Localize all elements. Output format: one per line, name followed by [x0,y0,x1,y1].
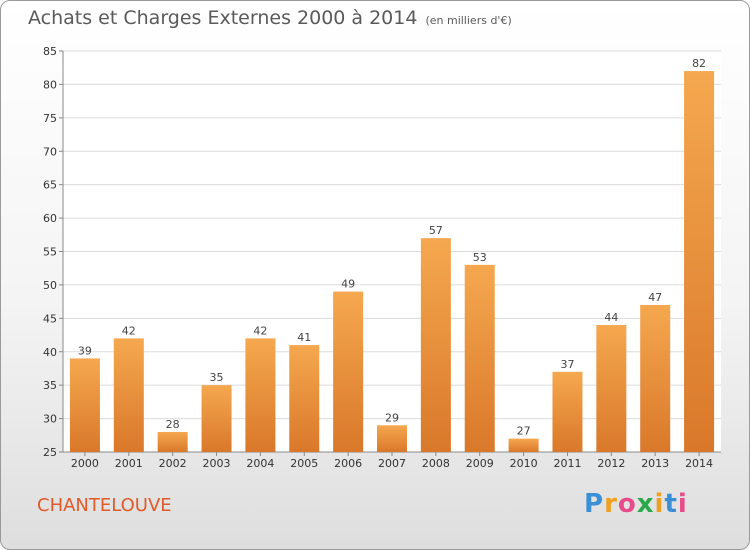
chart-unit: (en milliers d'€) [425,14,512,27]
bar [377,425,407,452]
x-tick-label: 2004 [246,457,274,470]
city-name: CHANTELOUVE [37,495,172,516]
x-tick-label: 2009 [466,457,494,470]
y-tick-label: 45 [43,312,57,325]
y-tick-label: 55 [43,246,57,259]
bar [245,338,276,452]
bar-value-label: 47 [648,291,662,304]
chart-title-block: Achats et Charges Externes 2000 à 2014 (e… [28,7,512,29]
bar [289,345,320,452]
bar-value-label: 28 [166,418,180,431]
x-tick-label: 2014 [685,457,713,470]
logo-letter: P [584,489,605,519]
y-tick-label: 50 [43,279,57,292]
bar [333,291,364,452]
x-tick-label: 2013 [641,457,669,470]
logo-letter: i [654,489,665,519]
bar [113,338,144,452]
x-tick-label: 2006 [334,457,362,470]
bar-value-label: 49 [341,278,355,291]
x-tick-label: 2003 [203,457,231,470]
bar-value-label: 42 [122,324,136,337]
bar [69,358,100,452]
logo-letter: t [664,489,678,519]
bar-value-label: 27 [517,425,531,438]
logo-letter: x [636,489,655,519]
x-tick-label: 2002 [159,457,187,470]
y-tick-label: 75 [43,112,57,125]
bar [552,371,583,452]
y-tick-label: 35 [43,379,57,392]
bar-value-label: 37 [560,358,574,371]
bar-value-label: 82 [692,57,706,70]
x-tick-label: 2008 [422,457,450,470]
bar [420,238,451,452]
x-tick-label: 2012 [597,457,625,470]
bar-value-label: 44 [604,311,618,324]
logo-letter: r [604,489,618,519]
x-tick-label: 2000 [71,457,99,470]
proxiti-logo: Proxiti [584,489,688,519]
y-tick-label: 40 [43,346,57,359]
bar [508,438,539,452]
bar-value-label: 35 [210,371,224,384]
bar-value-label: 42 [253,324,267,337]
bar-value-label: 53 [473,251,487,264]
bar-value-label: 41 [297,331,311,344]
bar-value-label: 39 [78,344,92,357]
x-tick-label: 2007 [378,457,406,470]
x-tick-label: 2001 [115,457,143,470]
bar [596,325,627,452]
y-tick-label: 65 [43,179,57,192]
y-tick-label: 80 [43,78,57,91]
y-tick-label: 85 [43,45,57,58]
bar [640,304,671,452]
x-tick-label: 2005 [290,457,318,470]
bar-value-label: 57 [429,224,443,237]
y-tick-label: 60 [43,212,57,225]
y-tick-label: 30 [43,413,57,426]
x-tick-label: 2011 [553,457,581,470]
y-tick-label: 70 [43,145,57,158]
bar [684,71,715,453]
y-tick-label: 25 [43,446,57,459]
bar [157,431,188,452]
chart-title: Achats et Charges Externes 2000 à 2014 [28,7,418,29]
bar-value-label: 29 [385,411,399,424]
bar [201,385,232,452]
logo-letter: o [617,489,637,519]
logo-letter: i [677,489,688,519]
bar [464,264,495,452]
x-tick-label: 2010 [510,457,538,470]
